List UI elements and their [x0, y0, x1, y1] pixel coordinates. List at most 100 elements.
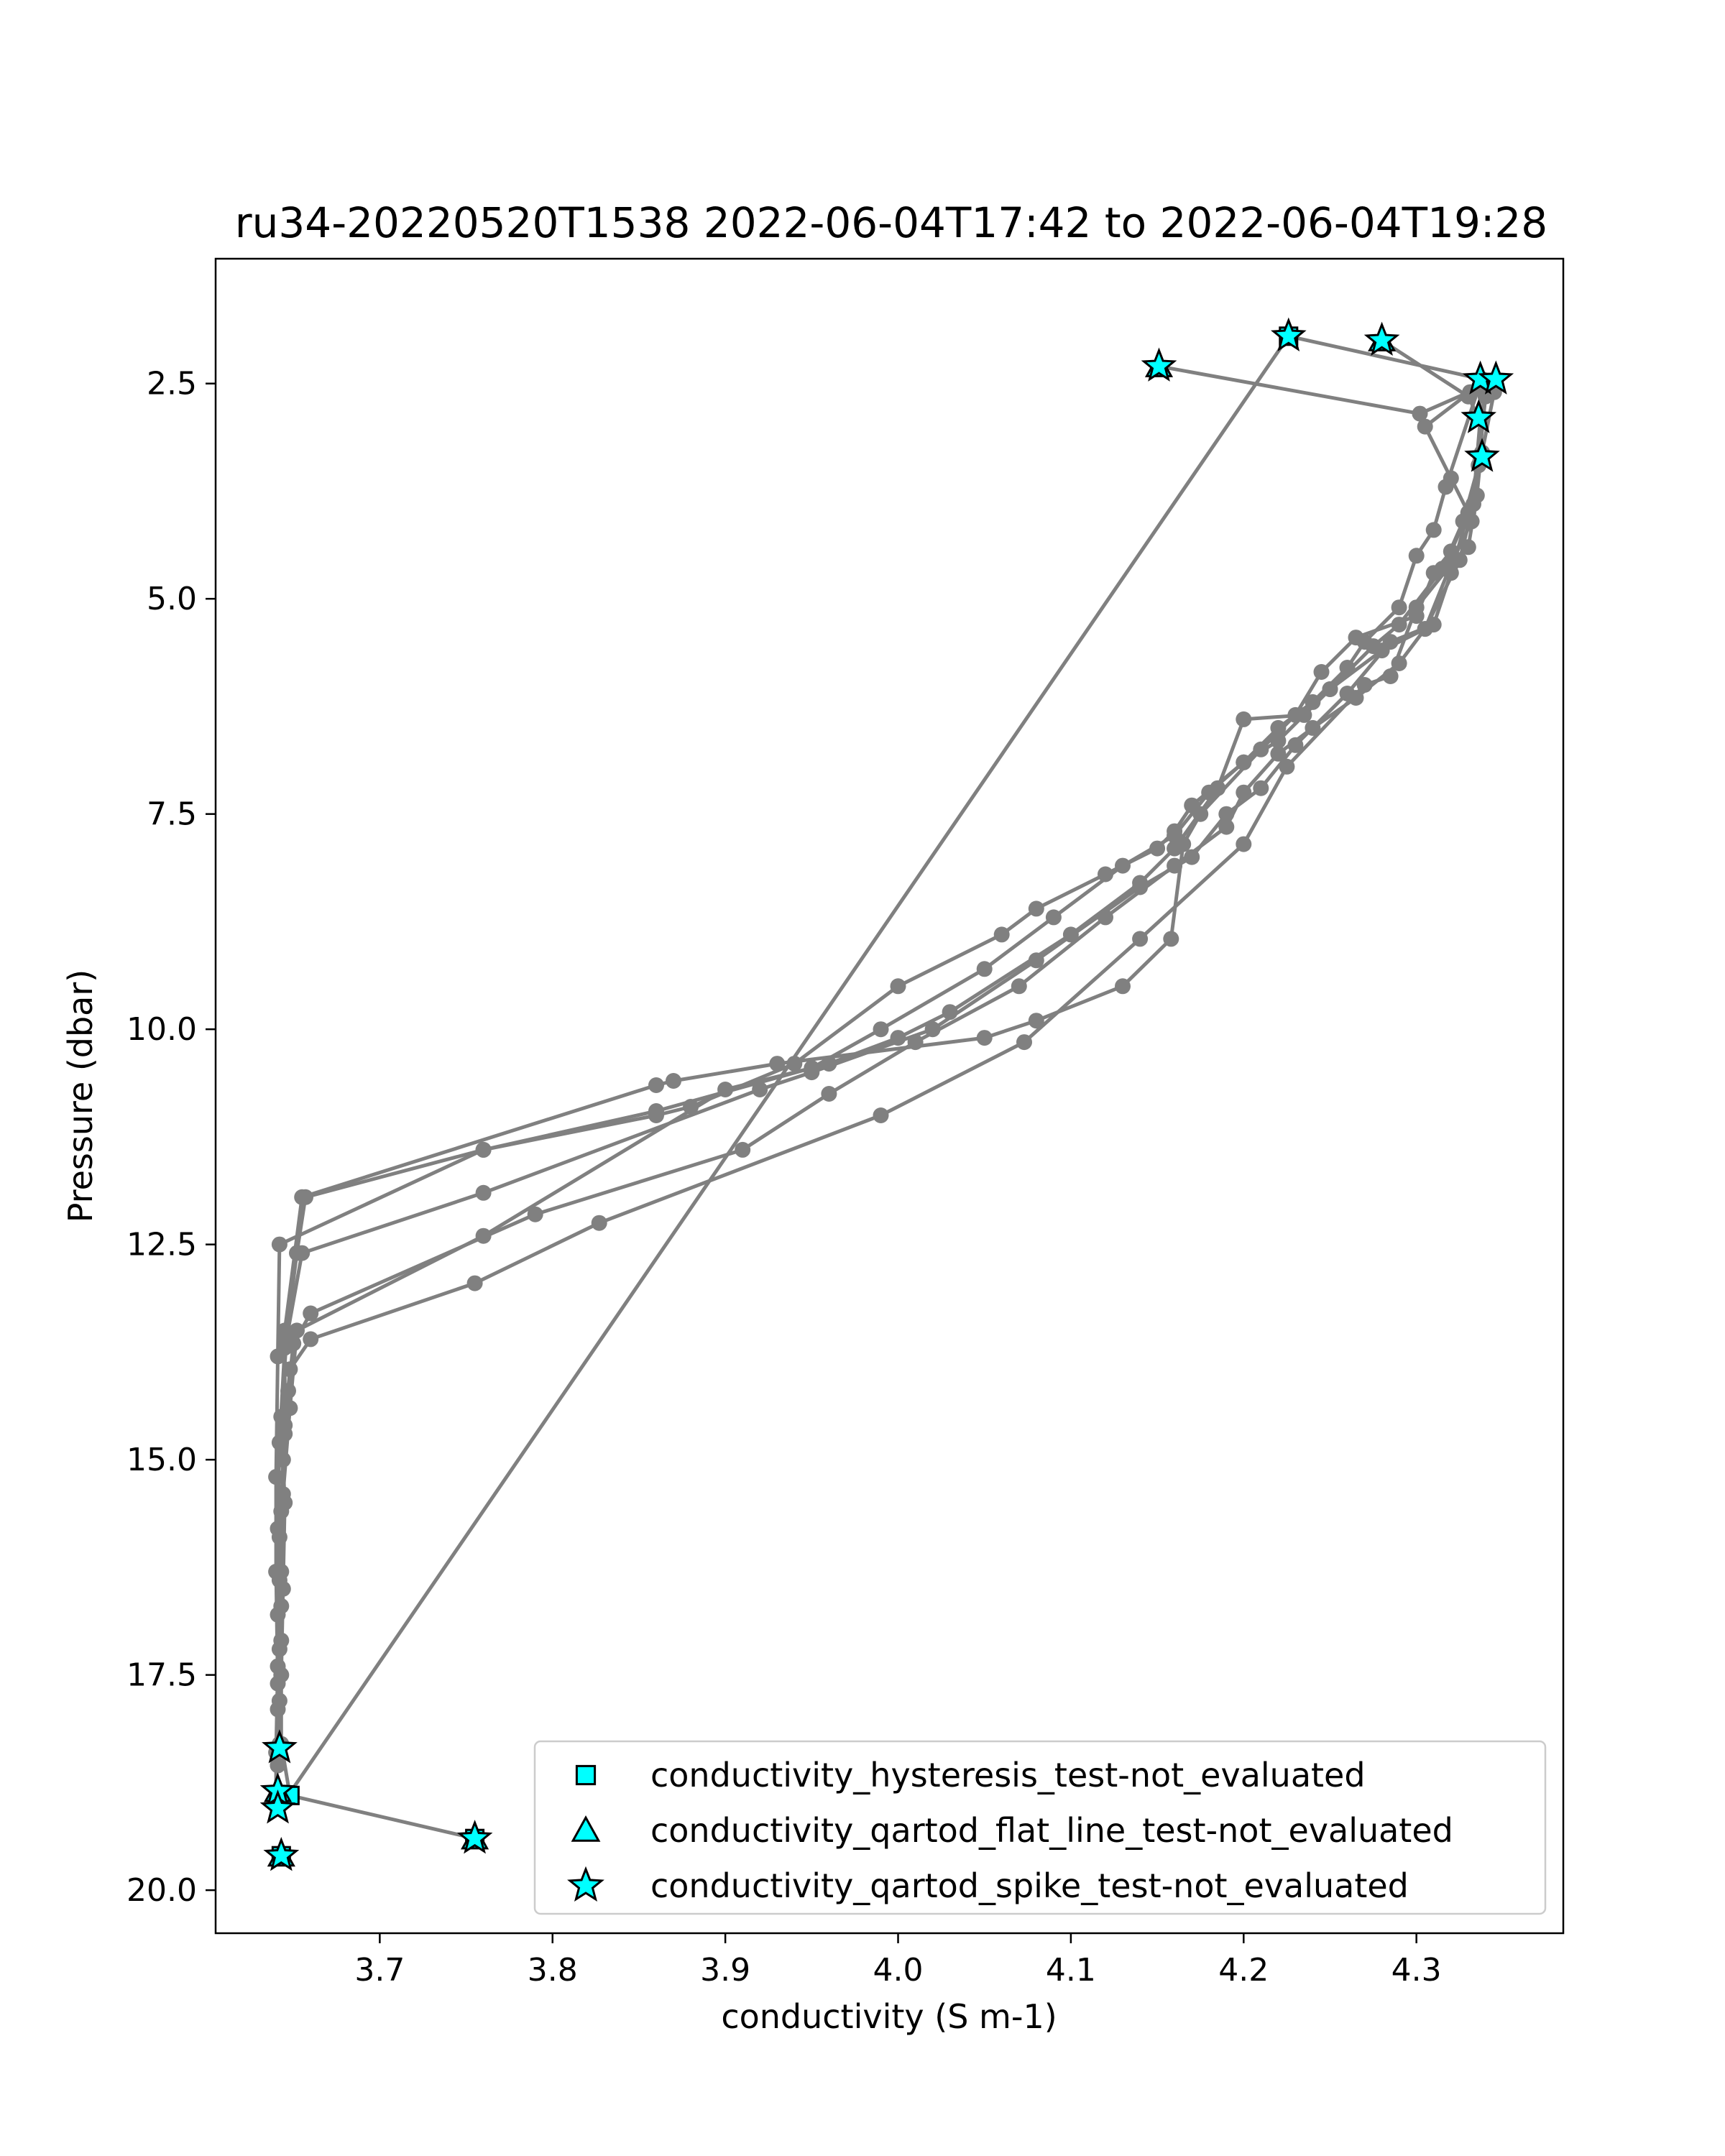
data-point [1236, 784, 1252, 801]
data-point [303, 1305, 319, 1322]
data-point [1408, 548, 1425, 564]
data-point [1460, 505, 1476, 521]
data-point [890, 978, 906, 995]
x-axis: 3.7 3.8 3.9 4.0 4.1 4.2 4.3 [354, 1933, 1442, 1989]
data-point [666, 1073, 681, 1089]
legend: conductivity_hysteresis_test-not_evaluat… [533, 1740, 1547, 1915]
legend-label: conductivity_hysteresis_test-not_evaluat… [650, 1756, 1366, 1795]
data-point [1236, 754, 1252, 770]
data-point [1218, 819, 1235, 835]
data-point [1175, 836, 1192, 852]
data-point [873, 1107, 889, 1123]
data-point [1011, 978, 1027, 995]
data-point [271, 1529, 288, 1545]
data-point [873, 1021, 889, 1038]
data-point [993, 926, 1010, 943]
x-tick-label: 4.3 [1392, 1952, 1442, 1989]
data-point [1132, 875, 1149, 891]
data-point [277, 1426, 293, 1442]
data-point [475, 1184, 492, 1201]
data-point [1016, 1034, 1032, 1051]
data-point [1132, 931, 1149, 947]
data-point [1115, 857, 1131, 874]
data-point [976, 961, 993, 977]
x-tick-label: 3.9 [700, 1952, 750, 1989]
data-point [475, 1227, 492, 1244]
y-tick-label: 12.5 [126, 1227, 197, 1263]
star-flag-marker [259, 1789, 296, 1824]
data-point [268, 1469, 285, 1485]
axes-frame [214, 257, 1565, 1935]
data-point [1408, 608, 1425, 625]
data-point [752, 1082, 768, 1097]
data-point [1270, 719, 1287, 736]
data-point [1322, 681, 1338, 697]
x-tick-label: 4.0 [873, 1952, 924, 1989]
data-point [769, 1056, 786, 1072]
data-point [1115, 978, 1131, 995]
legend-star-icon [567, 1866, 604, 1902]
star-flag-marker [1363, 321, 1400, 356]
data-point [648, 1103, 664, 1119]
y-tick-label: 10.0 [126, 1011, 197, 1048]
legend-triangle-icon [571, 1815, 601, 1842]
data-point [976, 1030, 993, 1046]
y-tick-label: 17.5 [126, 1657, 197, 1694]
x-tick-label: 4.2 [1218, 1952, 1269, 1989]
x-axis-label: conductivity (S m-1) [721, 1997, 1057, 2036]
data-point [1163, 931, 1179, 947]
profile-line [277, 378, 1482, 1796]
data-point [277, 1322, 293, 1339]
data-point [1313, 664, 1330, 680]
data-point [1348, 690, 1364, 706]
data-point [1253, 741, 1269, 757]
data-point [466, 1275, 483, 1291]
data-point [1443, 543, 1459, 560]
star-flag-marker [1464, 438, 1500, 472]
star-flag-marker [1270, 317, 1307, 351]
flag-markers [259, 317, 1514, 1871]
chart-title: ru34-20220520T1538 2022-06-04T17:42 to 2… [235, 198, 1547, 247]
data-point [1305, 694, 1321, 710]
y-tick-label: 20.0 [126, 1872, 197, 1909]
y-axis-label: Pressure (dbar) [61, 969, 100, 1222]
data-point [1279, 758, 1295, 775]
data-point [1236, 836, 1252, 852]
data-point [1348, 630, 1364, 646]
data-point [1287, 737, 1304, 753]
data-point [527, 1206, 543, 1222]
legend-label: conductivity_qartod_flat_line_test-not_e… [650, 1811, 1453, 1850]
data-point [717, 1082, 734, 1097]
y-tick-label: 5.0 [147, 581, 197, 617]
data-point [1443, 470, 1459, 487]
connector-line [286, 334, 1484, 1797]
star-flag-marker [1141, 347, 1177, 382]
data-point [1287, 706, 1304, 723]
data-point [648, 1077, 664, 1093]
y-tick-label: 7.5 [147, 796, 197, 833]
data-point [591, 1215, 607, 1231]
star-flag-marker [1460, 399, 1497, 433]
data-point [270, 1701, 286, 1718]
data-point [1425, 565, 1442, 581]
data-point [1253, 780, 1269, 796]
data-point [1028, 1013, 1044, 1029]
data-point [1270, 745, 1287, 762]
data-point [1365, 638, 1381, 655]
data-point [1412, 405, 1428, 422]
data-point [1382, 668, 1399, 684]
x-tick-label: 3.7 [354, 1952, 405, 1989]
data-point [1443, 556, 1459, 573]
data-point [273, 1632, 290, 1649]
data-point [942, 1004, 958, 1021]
star-flag-marker [263, 1837, 300, 1871]
data-point [1062, 926, 1079, 943]
data-point [270, 1348, 286, 1365]
star-flag-marker [1478, 360, 1514, 395]
data-point [1098, 866, 1113, 883]
data-point [1417, 621, 1433, 637]
legend-square-icon [575, 1764, 597, 1786]
y-axis: 2.5 5.0 7.5 10.0 12.5 15.0 17.5 20.0 [126, 366, 216, 1909]
data-point [1305, 719, 1321, 736]
data-point [294, 1245, 310, 1261]
